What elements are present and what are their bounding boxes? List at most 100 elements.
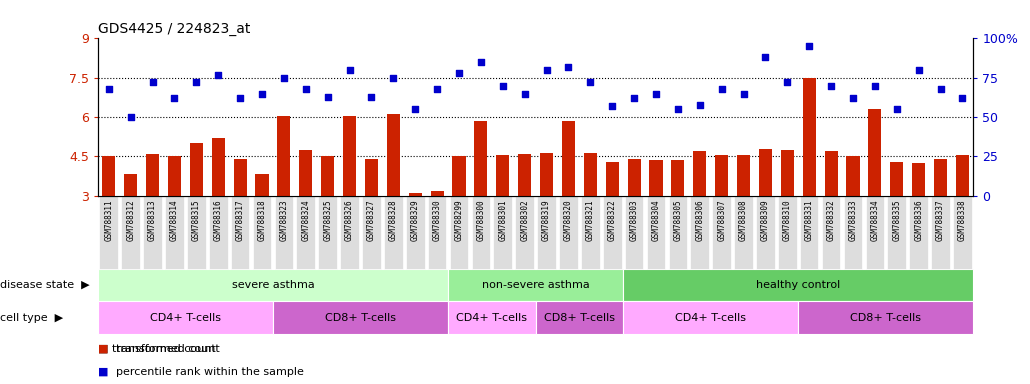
Text: GSM788330: GSM788330 (433, 200, 442, 241)
Point (691, 101, 708, 108)
Text: GSM788311: GSM788311 (104, 200, 113, 241)
Text: GSM788317: GSM788317 (236, 200, 244, 241)
Bar (890, 162, 903, 196)
FancyBboxPatch shape (340, 196, 358, 269)
FancyBboxPatch shape (581, 196, 599, 269)
Text: GSM788336: GSM788336 (915, 200, 923, 241)
FancyBboxPatch shape (800, 196, 819, 269)
Bar (736, 155, 750, 196)
Text: disease state  ▶: disease state ▶ (0, 280, 90, 290)
FancyBboxPatch shape (122, 196, 140, 269)
Point (932, 86, 949, 92)
Point (341, 67, 357, 73)
FancyBboxPatch shape (515, 196, 534, 269)
Text: GSM788333: GSM788333 (849, 200, 857, 241)
Text: GSM788304: GSM788304 (652, 200, 660, 241)
Bar (102, 157, 115, 196)
Point (144, 79, 161, 86)
Bar (409, 193, 421, 196)
FancyBboxPatch shape (100, 196, 118, 269)
Point (648, 90, 664, 96)
FancyBboxPatch shape (756, 196, 775, 269)
Bar (386, 114, 400, 196)
Text: GSM788327: GSM788327 (367, 200, 376, 241)
FancyBboxPatch shape (931, 196, 950, 269)
Text: GSM788337: GSM788337 (936, 200, 945, 241)
FancyBboxPatch shape (165, 196, 183, 269)
Point (779, 79, 795, 86)
Point (604, 103, 620, 109)
FancyBboxPatch shape (450, 196, 469, 269)
Text: GSM788328: GSM788328 (389, 200, 398, 241)
FancyBboxPatch shape (448, 301, 536, 334)
Bar (824, 151, 837, 196)
Point (253, 90, 270, 96)
Text: GSM788323: GSM788323 (279, 200, 288, 241)
Point (845, 95, 861, 101)
Text: GSM788301: GSM788301 (499, 200, 507, 241)
Point (866, 83, 883, 89)
Point (670, 106, 686, 112)
Bar (168, 157, 181, 196)
FancyBboxPatch shape (713, 196, 731, 269)
Text: GSM788305: GSM788305 (674, 200, 682, 241)
FancyBboxPatch shape (472, 196, 490, 269)
Bar (540, 152, 553, 196)
Point (889, 106, 905, 112)
FancyBboxPatch shape (209, 196, 228, 269)
FancyBboxPatch shape (623, 269, 973, 301)
Point (101, 86, 117, 92)
FancyBboxPatch shape (538, 196, 556, 269)
Text: GSM788322: GSM788322 (608, 200, 617, 241)
Bar (561, 121, 575, 196)
FancyBboxPatch shape (559, 196, 578, 269)
Point (582, 79, 598, 86)
Bar (431, 190, 444, 196)
Bar (781, 150, 794, 196)
Point (954, 95, 970, 101)
Bar (474, 121, 487, 196)
Text: GSM788318: GSM788318 (258, 200, 267, 241)
Point (428, 86, 445, 92)
Bar (759, 149, 771, 196)
Text: GSM788309: GSM788309 (761, 200, 769, 241)
Text: CD8+ T-cells: CD8+ T-cells (544, 313, 615, 323)
FancyBboxPatch shape (822, 196, 840, 269)
Text: CD4+ T-cells: CD4+ T-cells (676, 313, 746, 323)
Point (539, 67, 555, 73)
Text: GSM788335: GSM788335 (892, 200, 901, 241)
FancyBboxPatch shape (493, 196, 512, 269)
Text: GSM788310: GSM788310 (783, 200, 792, 241)
Point (494, 83, 511, 89)
Point (319, 94, 336, 100)
Bar (321, 157, 334, 196)
Text: percentile rank within the sample: percentile rank within the sample (116, 366, 304, 377)
Point (276, 74, 293, 81)
Text: GSM788308: GSM788308 (740, 200, 748, 241)
Bar (190, 143, 203, 196)
Text: severe asthma: severe asthma (232, 280, 314, 290)
Text: cell type  ▶: cell type ▶ (0, 313, 63, 323)
Bar (255, 174, 269, 196)
Bar (496, 155, 509, 196)
Bar (672, 161, 684, 196)
FancyBboxPatch shape (888, 196, 906, 269)
Point (210, 71, 227, 78)
FancyBboxPatch shape (275, 196, 294, 269)
Point (626, 95, 643, 101)
Point (385, 74, 402, 81)
Point (188, 79, 205, 86)
Text: CD8+ T-cells: CD8+ T-cells (851, 313, 921, 323)
FancyBboxPatch shape (953, 196, 971, 269)
Text: ■: ■ (98, 344, 108, 354)
Text: GSM788303: GSM788303 (629, 200, 639, 241)
Bar (802, 78, 816, 196)
Bar (124, 174, 137, 196)
Point (298, 86, 314, 92)
Text: GSM788320: GSM788320 (564, 200, 573, 241)
FancyBboxPatch shape (384, 196, 403, 269)
Point (407, 106, 423, 112)
Text: GSM788314: GSM788314 (170, 200, 179, 241)
Text: GSM788302: GSM788302 (520, 200, 529, 241)
Bar (912, 163, 925, 196)
